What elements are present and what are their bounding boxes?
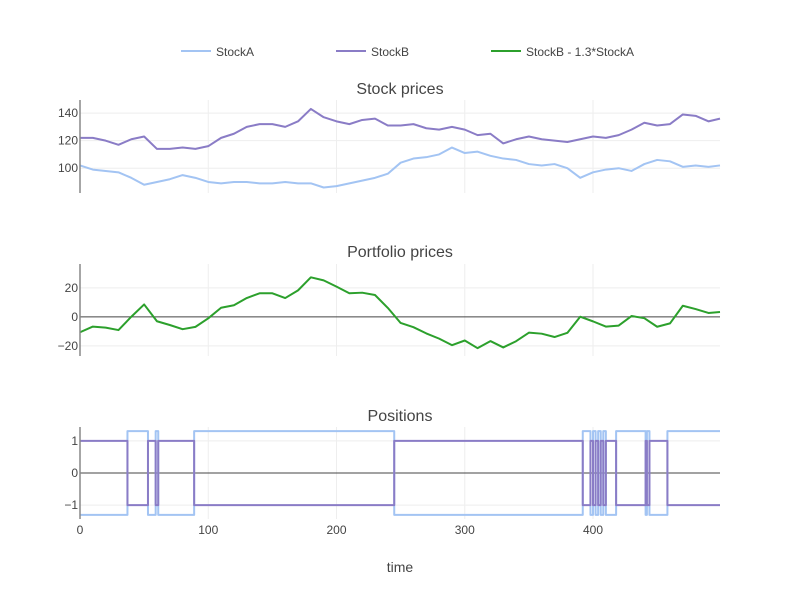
chart-title-portfolio-prices: Portfolio prices	[347, 244, 453, 261]
legend[interactable]: StockA StockB StockB - 1.3*StockA	[181, 45, 634, 59]
y-tick-label: 120	[58, 134, 78, 148]
series-line-stockb	[80, 107, 721, 150]
series-line-stockb-1-3-stocka	[79, 276, 721, 350]
x-axis-label: time	[387, 559, 414, 575]
legend-item-stockb[interactable]: StockB	[336, 45, 409, 59]
subplot-0: 100 120 140	[58, 100, 721, 193]
subplot-1: −20 0 20	[58, 264, 721, 356]
legend-item-portfolio[interactable]: StockB - 1.3*StockA	[491, 45, 634, 59]
chart-title-stock-prices: Stock prices	[356, 81, 443, 98]
legend-label: StockA	[216, 45, 254, 59]
chart-title-positions: Positions	[368, 408, 433, 425]
y-tick-label: −20	[58, 339, 79, 353]
legend-label: StockB - 1.3*StockA	[526, 45, 634, 59]
legend-label: StockB	[371, 45, 409, 59]
y-tick-label: 0	[71, 466, 78, 480]
x-tick-label: 200	[326, 523, 346, 537]
y-tick-label: 20	[65, 281, 79, 295]
x-tick-label: 300	[455, 523, 475, 537]
y-tick-label: −1	[64, 498, 78, 512]
series-line-stocka	[79, 146, 721, 189]
x-tick-label: 100	[198, 523, 218, 537]
y-tick-label: 100	[58, 161, 78, 175]
subplot-2: −1 0 1 0 100 200 300 400	[64, 427, 720, 537]
y-tick-label: 1	[71, 434, 78, 448]
y-tick-label: 140	[58, 106, 78, 120]
x-tick-label: 0	[77, 523, 84, 537]
series-line-stockb	[80, 439, 720, 507]
y-tick-label: 0	[71, 310, 78, 324]
legend-item-stocka[interactable]: StockA	[181, 45, 254, 59]
x-tick-label: 400	[583, 523, 603, 537]
